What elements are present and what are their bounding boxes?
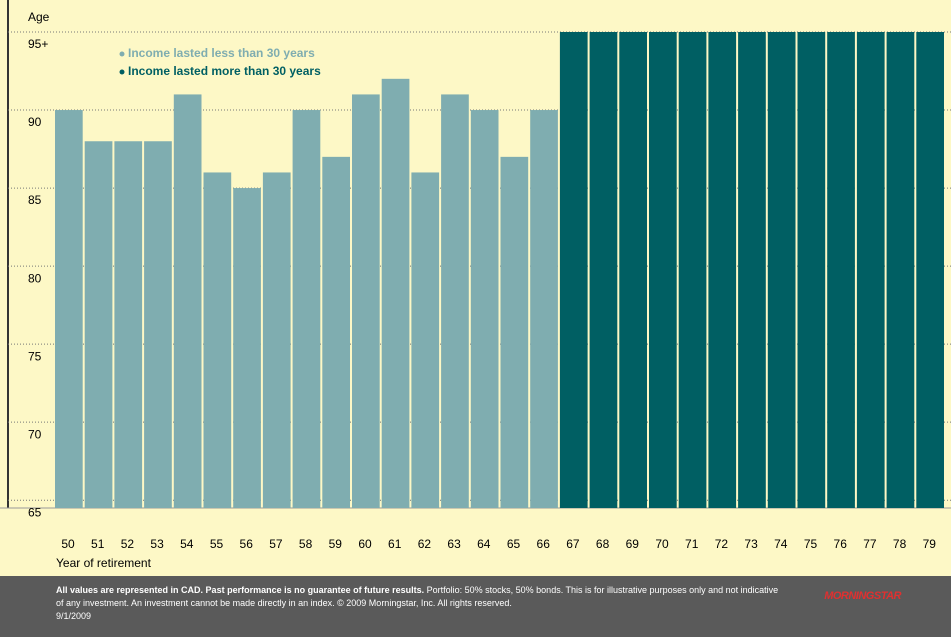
bar [114,141,143,508]
bar [589,32,618,508]
x-tick-label: 64 [477,537,491,551]
bar [144,141,172,508]
y-tick-label: 90 [28,115,42,129]
bar [678,32,707,508]
x-tick-label: 67 [566,537,580,551]
footer: All values are represented in CAD. Past … [0,576,951,637]
x-tick-label: 72 [715,537,729,551]
y-tick-label: 85 [28,193,42,207]
bar [827,32,855,508]
x-tick-label: 56 [240,537,254,551]
bar [352,94,380,508]
x-axis-label: Year of retirement [56,556,152,570]
bar [173,94,202,508]
bar [886,32,915,508]
x-tick-label: 75 [804,537,818,551]
x-tick-label: 79 [923,537,937,551]
bar [262,172,291,508]
legend-marker [119,69,125,75]
bar [559,32,588,508]
x-tick-label: 77 [863,537,877,551]
x-tick-label: 76 [834,537,848,551]
bar [708,32,737,508]
x-tick-label: 57 [269,537,283,551]
x-tick-label: 68 [596,537,610,551]
bar [856,32,885,508]
bar [470,110,499,509]
x-tick-label: 71 [685,537,699,551]
x-tick-label: 73 [744,537,758,551]
x-tick-label: 61 [388,537,402,551]
x-tick-label: 54 [180,537,194,551]
chart: Age Year of retirement 65 70 75 80 85 90 95+ 50… [0,0,951,571]
y-tick-label: 70 [28,427,42,441]
x-tick-label: 65 [507,537,521,551]
bar [797,32,826,508]
legend-label: Income lasted less than 30 years [128,46,315,60]
legend-label: Income lasted more than 30 years [128,64,321,78]
logo: MORNINGSTAR [824,590,901,602]
x-tick-label: 74 [774,537,788,551]
bar [55,110,83,509]
bar [619,32,647,508]
y-axis-label: Age [28,10,50,24]
x-tick-label: 62 [418,537,432,551]
x-tick-label: 59 [329,537,343,551]
x-tick-label: 55 [210,537,224,551]
bar [233,188,261,509]
x-tick-label: 60 [358,537,372,551]
bar [500,156,529,508]
x-tick-label: 53 [150,537,164,551]
bar [84,141,113,508]
x-tick-label: 58 [299,537,313,551]
footer-date: 9/1/2009 [56,611,92,621]
x-tick-label: 70 [655,537,669,551]
bar [292,110,321,509]
bar [738,32,766,508]
bar [649,32,677,508]
x-tick-label: 51 [91,537,105,551]
bar [411,172,440,508]
bar [441,94,469,508]
footer-text: Portfolio: 50% stocks, 50% bonds. This i… [56,585,779,608]
y-tick-label: 65 [28,505,42,519]
x-tick-label: 69 [626,537,640,551]
bar [381,78,410,508]
y-tick-label: 80 [28,271,42,285]
y-tick-label: 95+ [28,37,48,51]
footer-bold: All values are represented in CAD. Past … [56,585,425,595]
x-tick-label: 63 [447,537,461,551]
x-tick-label: 50 [61,537,75,551]
legend-marker [119,51,125,57]
bar [203,172,232,508]
bar [322,156,350,508]
bar [530,110,558,509]
x-tick-label: 78 [893,537,907,551]
bar [916,32,944,508]
bar [767,32,796,508]
x-tick-label: 66 [537,537,551,551]
x-tick-label: 52 [121,537,135,551]
y-tick-label: 75 [28,349,42,363]
